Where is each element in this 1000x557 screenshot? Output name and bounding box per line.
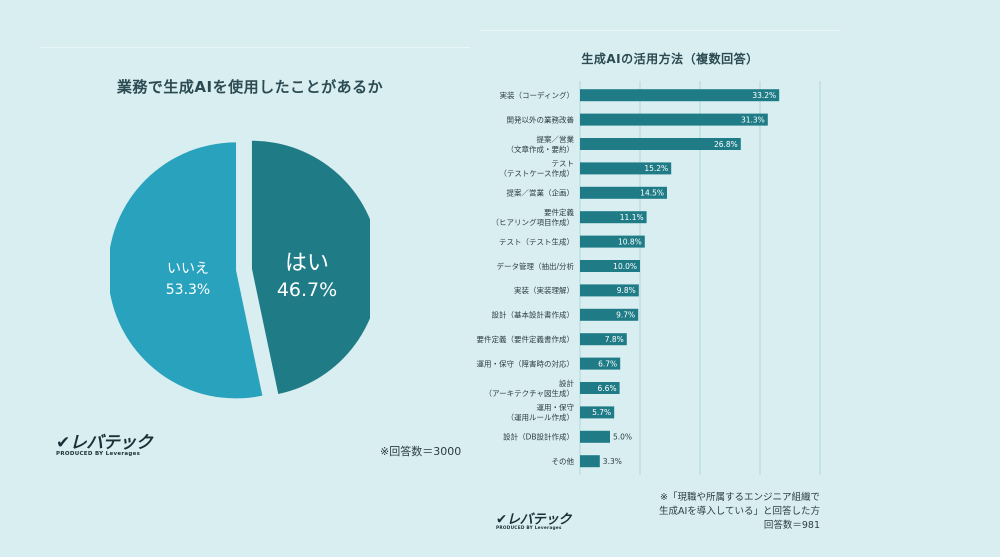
bar	[580, 382, 620, 394]
pie-chart	[110, 140, 370, 399]
bar	[580, 284, 639, 297]
bar-value-label: 26.8%	[714, 140, 738, 149]
bar	[580, 455, 600, 468]
bar	[580, 260, 640, 272]
category-label: 実装（実装理解）	[514, 285, 574, 295]
bar-value-label: 33.2%	[752, 91, 776, 100]
produced-by: PRODUCED BY Leverages	[496, 525, 562, 531]
left-panel: 業務で生成AIを使用したことがあるか はい 46.7% いいえ 53.3% ✔レ…	[0, 0, 470, 557]
category-label: 提案／営業（企画）	[507, 188, 575, 198]
bar-value-label: 15.2%	[644, 164, 668, 173]
category-label: 実装（コーディング）	[500, 90, 574, 100]
bar-value-label: 3.3%	[603, 457, 622, 466]
bar-value-label: 14.5%	[640, 189, 664, 198]
pie-label-no: いいえ 53.3%	[143, 258, 233, 298]
bar	[580, 162, 672, 175]
bar-value-label: 6.7%	[598, 359, 617, 368]
pie-slice-no	[110, 142, 263, 399]
bar-footnote: ※「現職や所属するエンジニア組織で 生成AIを導入している」と回答した方 回答数…	[659, 491, 820, 533]
category-label: （ヒアリング項目作成）	[492, 217, 575, 227]
bar-chart: 0%10%20%30%40%33.2%実装（コーディング）31.3%開発以外の業…	[477, 81, 821, 475]
category-label: 設計（DB設計作成）	[503, 432, 574, 442]
check-icon: ✔	[56, 433, 70, 453]
leverages-logo-2: ✔レバテック PRODUCED BY Leverages	[496, 508, 571, 531]
pie-label-yes-name: はい	[284, 251, 329, 276]
footnote-line-1: ※「現職や所属するエンジニア組織で	[660, 492, 820, 503]
pie-label-no-value: 53.3%	[165, 282, 211, 298]
bar-value-label: 31.3%	[741, 115, 765, 124]
category-label: 要件定義（要件定義書作成）	[477, 334, 575, 344]
category-label: （テストケース作成）	[499, 168, 574, 178]
category-label: 運用・保守（障害時の対応）	[477, 358, 575, 368]
bar-value-label: 7.8%	[605, 335, 624, 344]
bar	[580, 186, 667, 199]
category-label: 設計	[559, 378, 574, 388]
leverages-logo: ✔レバテック PRODUCED BY Leverages	[56, 428, 153, 457]
respondent-count: ※回答数＝3000	[380, 445, 462, 458]
category-label: データ管理（抽出/分析	[496, 261, 574, 271]
bar-value-label: 6.6%	[598, 384, 617, 393]
pie-slice-yes	[251, 140, 370, 395]
footnote-line-2: 生成AIを導入している」と回答した方	[658, 506, 820, 517]
category-label: （運用ルール作成）	[507, 412, 575, 422]
bar-value-label: 5.0%	[613, 433, 632, 442]
bar	[580, 235, 645, 248]
pie-label-yes: はい 46.7%	[262, 245, 352, 301]
produced-by: PRODUCED BY Leverages	[56, 451, 141, 457]
brand-name: レバテック	[506, 511, 572, 528]
category-label: （アーキテクチャ図生成）	[485, 388, 574, 398]
category-label: テスト	[552, 159, 575, 168]
bar	[580, 308, 639, 321]
bar	[580, 113, 768, 126]
category-label: テスト（テスト生成）	[499, 236, 574, 246]
footnote-line-3: 回答数＝981	[763, 520, 820, 531]
pie-chart-title: 業務で生成AIを使用したことがあるか	[116, 78, 384, 96]
bar	[580, 357, 621, 370]
bar-value-label: 10.0%	[613, 262, 637, 271]
bar	[580, 430, 610, 443]
brand-name: レバテック	[69, 433, 153, 453]
bar	[580, 406, 615, 419]
bar-value-label: 5.7%	[592, 408, 611, 417]
bar	[580, 211, 647, 224]
bar	[580, 333, 627, 346]
pie-label-no-name: いいえ	[167, 261, 209, 277]
category-label: 開発以外の業務改善	[507, 114, 575, 124]
category-label: 提案／営業	[537, 134, 575, 144]
category-label: 運用・保守	[537, 402, 575, 412]
category-label: 要件定義	[544, 207, 574, 217]
category-label: その他	[552, 456, 575, 466]
check-icon: ✔	[496, 511, 507, 528]
bar-value-label: 9.8%	[617, 286, 636, 295]
pie-label-yes-value: 46.7%	[276, 279, 338, 301]
bar-value-label: 9.7%	[616, 311, 635, 320]
bar-value-label: 11.1%	[620, 213, 644, 222]
bar-value-label: 10.8%	[618, 237, 642, 246]
bar	[580, 138, 741, 150]
category-label: （文章作成・要約）	[507, 144, 575, 154]
bar-chart-title: 生成AIの活用方法（複数回答）	[581, 52, 759, 66]
category-label: 設計（基本設計書作成）	[492, 310, 575, 320]
divider-line-right	[480, 30, 840, 31]
divider-line	[40, 47, 470, 48]
bar	[580, 89, 780, 102]
